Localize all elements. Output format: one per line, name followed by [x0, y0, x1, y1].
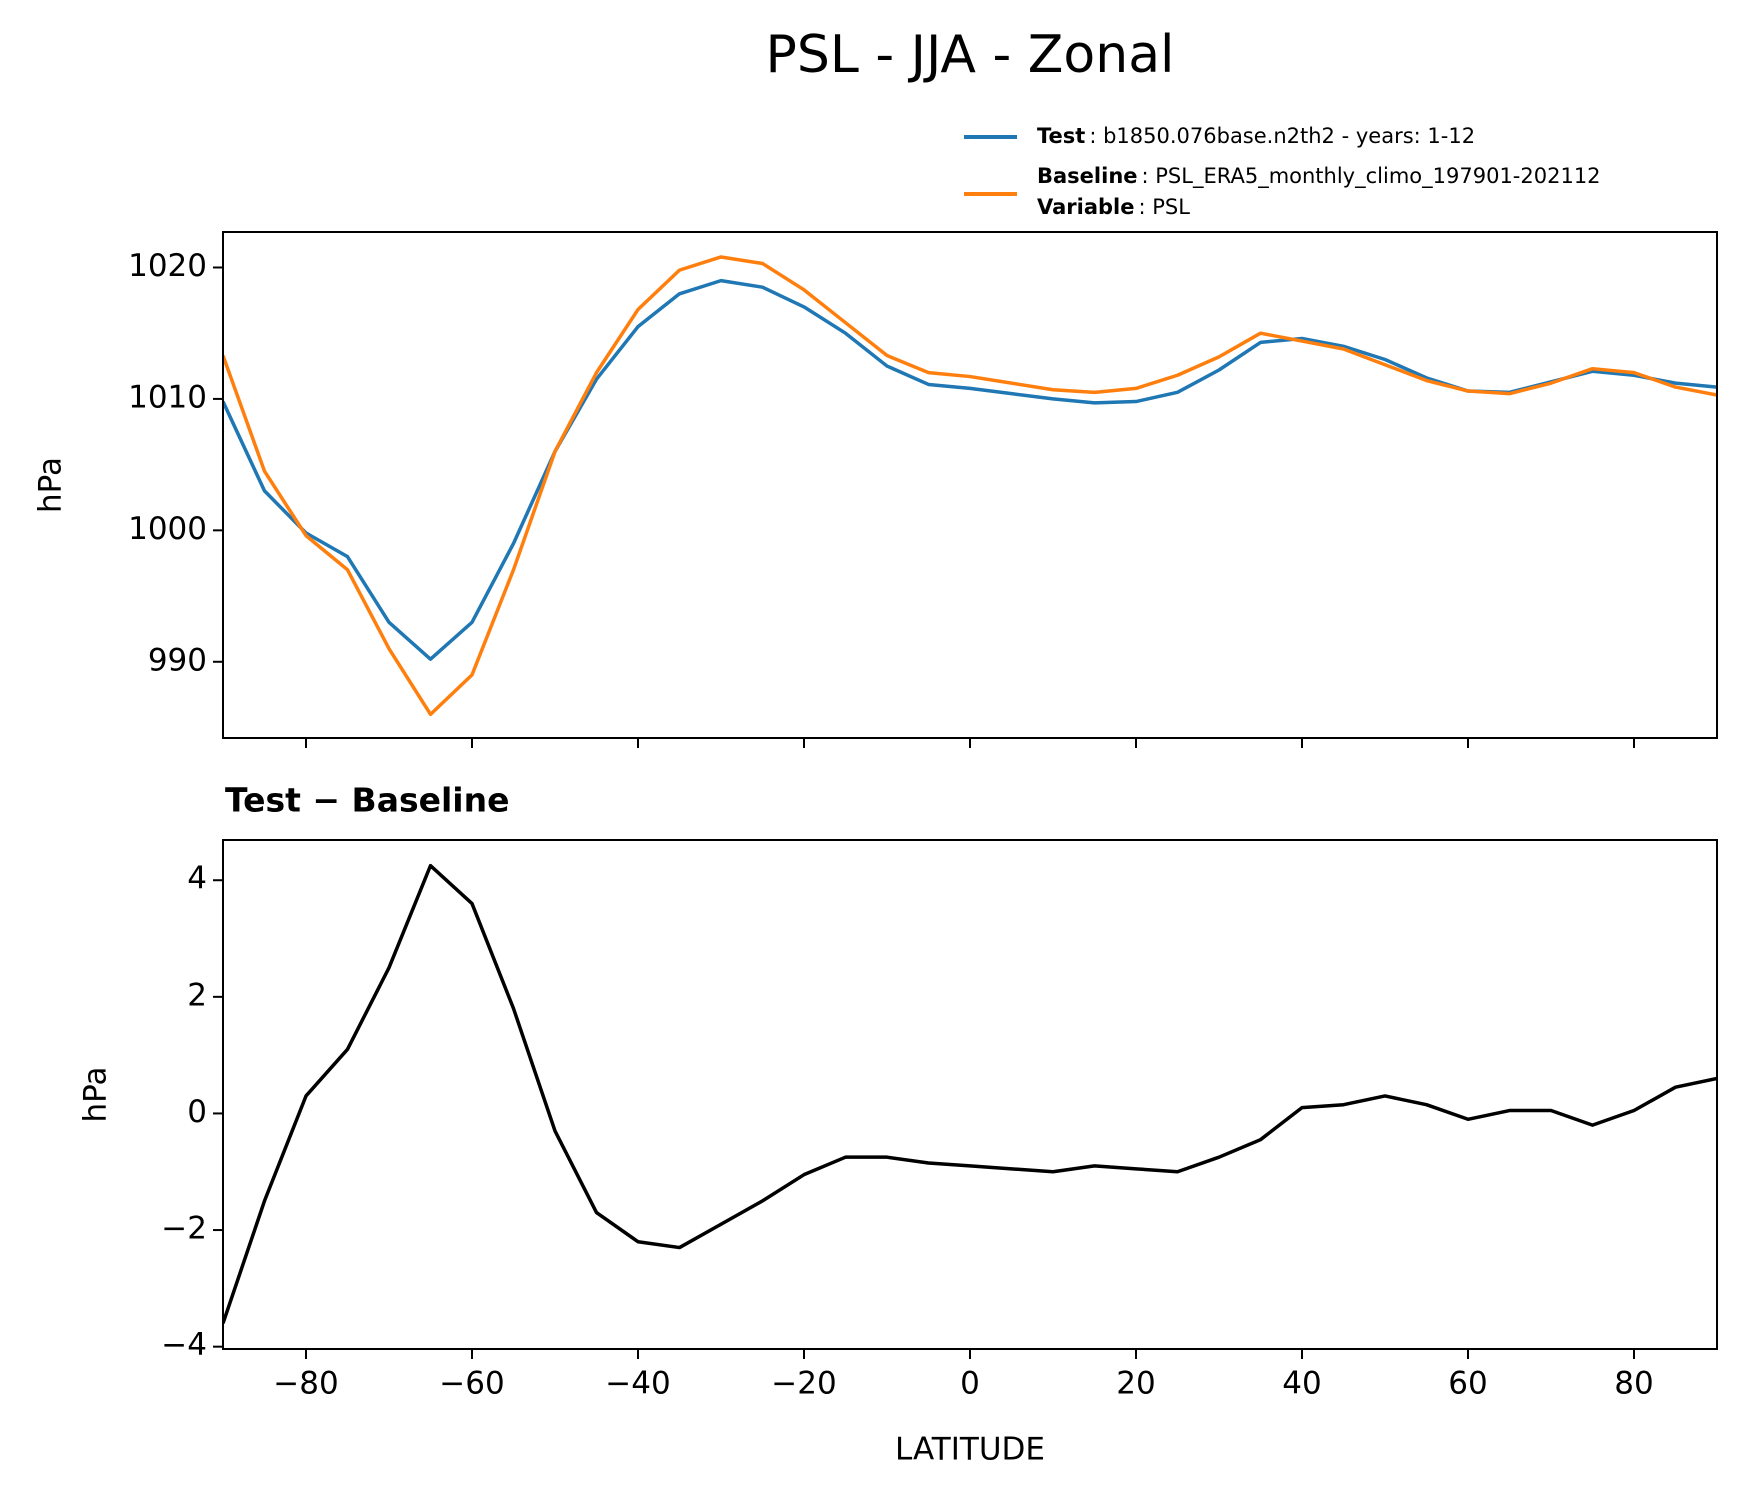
y-axis-label: hPa: [78, 1067, 114, 1123]
legend-detail: : PSL: [1138, 195, 1190, 219]
x-tick-label: 40: [1282, 1366, 1321, 1402]
x-tick-label: 60: [1448, 1366, 1487, 1402]
legend-name: Variable: [1037, 195, 1134, 219]
y-tick-label: 0: [187, 1094, 207, 1130]
y-axis-label: hPa: [33, 457, 69, 513]
x-tick-label: 20: [1116, 1366, 1155, 1402]
legend-detail: : b1850.076base.n2th2 - years: 1-12: [1089, 124, 1475, 148]
x-tick-label: −60: [439, 1366, 504, 1402]
y-tick-label: 1010: [128, 379, 207, 415]
x-tick-label: −40: [605, 1366, 670, 1402]
legend-label: Test: b1850.076base.n2th2 - years: 1-12: [1037, 124, 1475, 148]
x-tick-label: −20: [771, 1366, 836, 1402]
legend-label: Variable: PSL: [1037, 195, 1190, 219]
y-tick-label: 1020: [128, 248, 207, 284]
legend-name: Baseline: [1037, 164, 1138, 188]
y-tick-label: 1000: [128, 511, 207, 547]
x-tick-label: 0: [960, 1366, 980, 1402]
axes-title: Test − Baseline: [225, 781, 510, 820]
line-series: [223, 863, 1717, 1324]
line-series: [223, 255, 1717, 717]
legend-label: Baseline: PSL_ERA5_monthly_climo_197901-…: [1037, 164, 1601, 189]
x-tick-label: −80: [273, 1366, 338, 1402]
y-tick-label: 990: [148, 642, 207, 678]
legend-name: Test: [1037, 124, 1085, 148]
y-tick-label: −2: [161, 1211, 207, 1247]
x-tick-label: 80: [1614, 1366, 1653, 1402]
x-axis-label: LATITUDE: [895, 1432, 1045, 1468]
y-tick-label: −4: [161, 1327, 207, 1363]
y-tick-label: 4: [187, 861, 207, 897]
figure-title: PSL - JJA - Zonal: [765, 25, 1174, 85]
y-tick-label: 2: [187, 977, 207, 1013]
legend-detail: : PSL_ERA5_monthly_climo_197901-202112: [1142, 164, 1601, 189]
